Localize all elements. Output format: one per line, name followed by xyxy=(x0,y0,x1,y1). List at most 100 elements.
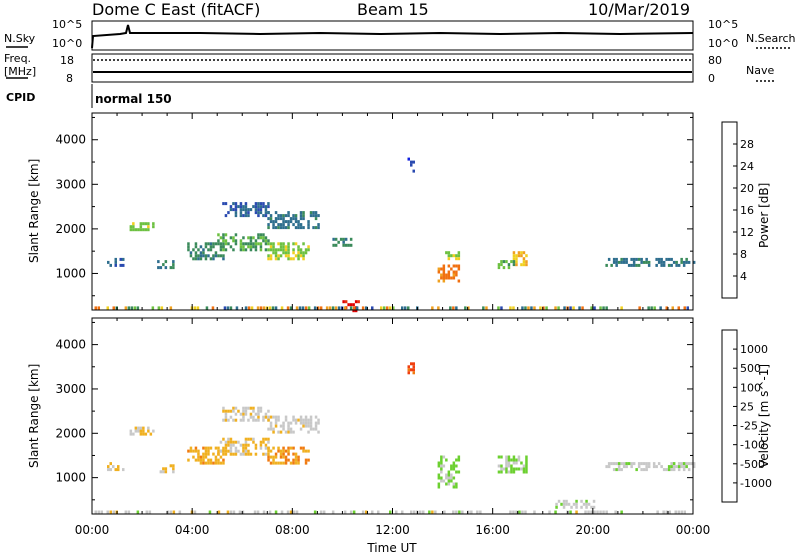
vel-cell xyxy=(445,458,448,462)
vel-cell xyxy=(304,415,308,419)
power-cell xyxy=(632,260,636,264)
power-cell xyxy=(254,211,258,215)
vel-cell xyxy=(282,452,285,456)
power-cell xyxy=(199,251,203,255)
power-y-ticks: 1000 2000 3000 4000 xyxy=(55,116,693,297)
vel-cell xyxy=(284,449,288,453)
power-cell xyxy=(522,251,526,255)
power-cell xyxy=(269,242,273,246)
power-cell xyxy=(332,237,335,241)
power-cell xyxy=(242,242,245,246)
power-cell xyxy=(289,217,293,221)
vel-cell xyxy=(548,510,551,515)
vel-cell xyxy=(304,449,308,453)
y-tick-label: 1000 xyxy=(55,471,86,485)
power-cell xyxy=(412,160,415,164)
power-cell xyxy=(257,236,260,240)
power-cell xyxy=(294,226,298,230)
vel-cell xyxy=(645,462,648,466)
power-cell xyxy=(259,236,263,240)
vel-cell xyxy=(187,458,190,462)
power-cell xyxy=(287,226,290,230)
vel-cell xyxy=(269,421,273,425)
vel-cell xyxy=(249,437,253,441)
power-cell xyxy=(655,263,658,267)
cpid-value: normal 150 xyxy=(95,92,172,106)
power-cell xyxy=(299,226,303,230)
power-cell xyxy=(349,237,353,241)
power-cell xyxy=(119,257,122,261)
vel-cell xyxy=(219,449,223,453)
power-cell xyxy=(219,245,223,249)
vel-cell xyxy=(112,465,115,469)
x-axis-label: Time UT xyxy=(366,541,417,554)
vel-cell xyxy=(479,510,482,515)
vel-cell xyxy=(377,510,380,515)
vel-cell xyxy=(497,470,501,474)
vel-cell xyxy=(202,446,205,450)
power-cell xyxy=(314,217,318,221)
vel-cell xyxy=(247,406,250,410)
vel-cell xyxy=(567,502,571,506)
power-cell xyxy=(187,245,190,249)
power-cell xyxy=(299,217,303,221)
power-cell xyxy=(334,243,338,247)
power-cell xyxy=(502,260,506,264)
power-cell xyxy=(292,251,295,255)
power-cell xyxy=(440,273,443,277)
vel-cell xyxy=(349,510,353,515)
power-cell xyxy=(671,306,674,311)
power-cell xyxy=(262,306,266,311)
vel-cell xyxy=(395,510,398,515)
velocity-x-ticks: 00:00 04:00 08:00 12:00 16:00 20:00 00:00 xyxy=(75,318,710,537)
vel-cell xyxy=(224,440,228,444)
vel-cell xyxy=(512,461,516,465)
power-cell xyxy=(239,248,243,252)
vel-cell xyxy=(172,470,175,474)
vel-cell xyxy=(442,479,446,483)
vel-cell xyxy=(162,470,165,474)
power-cell xyxy=(259,242,263,246)
station-title: Dome C East (fitACF) xyxy=(92,0,260,19)
power-cell xyxy=(244,214,248,218)
vel-cell xyxy=(109,468,112,472)
power-cell xyxy=(352,306,356,311)
vel-cell xyxy=(122,468,125,472)
vel-cell xyxy=(605,465,608,469)
power-cell xyxy=(410,163,413,167)
power-cell xyxy=(545,306,548,311)
colorbar-tick-label: 25 xyxy=(740,400,754,413)
vel-cell xyxy=(590,505,593,509)
vel-cell xyxy=(570,505,573,509)
vel-cell xyxy=(447,470,451,474)
vel-cell xyxy=(227,437,230,441)
vel-cell xyxy=(614,510,617,515)
vel-cell xyxy=(232,406,235,410)
vel-cell xyxy=(505,455,508,459)
vel-cell xyxy=(117,468,120,472)
power-cell xyxy=(159,266,163,270)
power-cell xyxy=(229,205,233,209)
power-cell xyxy=(447,251,451,255)
power-cell xyxy=(224,239,228,243)
x-tick-label: 08:00 xyxy=(275,523,310,537)
power-cell xyxy=(337,240,340,244)
power-cell xyxy=(319,306,323,311)
vel-cell xyxy=(297,458,300,462)
power-cell xyxy=(194,245,198,249)
power-cell xyxy=(522,260,526,264)
power-cell xyxy=(380,306,383,311)
power-cell xyxy=(292,257,295,261)
vel-cell xyxy=(640,462,643,466)
vel-cell xyxy=(227,440,230,444)
power-cell xyxy=(239,205,243,209)
power-cell xyxy=(249,208,253,212)
vel-cell xyxy=(572,502,576,506)
vel-cell xyxy=(226,510,230,515)
power-cell xyxy=(222,236,225,240)
vel-cell xyxy=(319,510,323,515)
power-cell xyxy=(205,306,209,311)
vel-cell xyxy=(222,409,225,413)
vel-cell xyxy=(114,468,117,472)
power-cell xyxy=(325,306,329,311)
